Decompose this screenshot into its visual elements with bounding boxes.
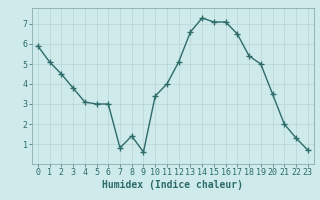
X-axis label: Humidex (Indice chaleur): Humidex (Indice chaleur)	[102, 180, 243, 190]
